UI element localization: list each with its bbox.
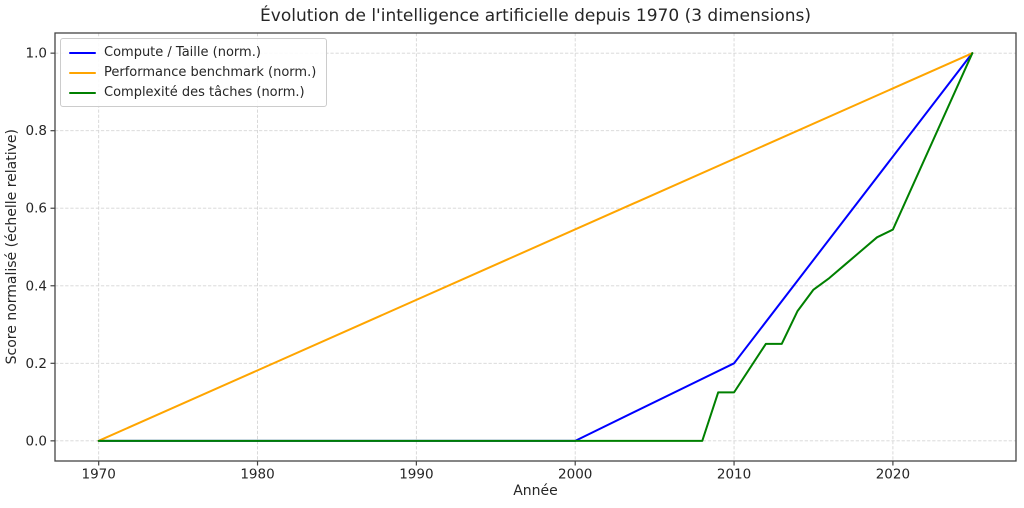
x-tick-label: 2020: [876, 467, 910, 483]
x-tick-label: 2000: [558, 467, 592, 483]
legend: Compute / Taille (norm.) Performance ben…: [60, 38, 328, 107]
legend-line-swatch: [69, 91, 96, 94]
axes-spines: [54, 32, 1017, 462]
series-line: [97, 52, 974, 442]
legend-line-swatch: [69, 51, 96, 54]
series-line: [97, 52, 974, 442]
y-tick-label: 0.2: [26, 356, 47, 372]
legend-item: Complexité des tâches (norm.): [69, 84, 316, 101]
y-tick-label: 0.0: [26, 433, 47, 449]
y-tick-label: 0.6: [26, 201, 47, 217]
y-tick-label: 0.4: [26, 278, 47, 294]
x-tick-label: 1980: [240, 467, 274, 483]
y-axis-label-wrap: Score normalisé (échelle relative): [0, 33, 24, 461]
y-tick-label: 1.0: [26, 46, 47, 62]
legend-label: Performance benchmark (norm.): [104, 65, 317, 80]
x-tick-label: 1990: [399, 467, 433, 483]
legend-label: Complexité des tâches (norm.): [104, 85, 305, 100]
chart-title: Évolution de l'intelligence artificielle…: [260, 6, 811, 26]
legend-item: Compute / Taille (norm.): [69, 44, 316, 61]
x-axis-label: Année: [513, 483, 558, 499]
y-axis-label: Score normalisé (échelle relative): [4, 129, 20, 365]
x-tick-label: 1970: [82, 467, 116, 483]
legend-line-swatch: [69, 71, 96, 74]
x-tick-label: 2010: [717, 467, 751, 483]
legend-item: Performance benchmark (norm.): [69, 64, 316, 81]
legend-label: Compute / Taille (norm.): [104, 45, 261, 60]
y-tick-label: 0.8: [26, 123, 47, 139]
